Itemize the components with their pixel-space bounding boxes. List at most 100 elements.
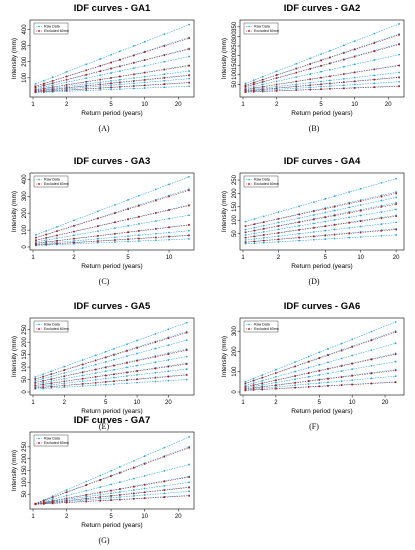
raw-data-series-line xyxy=(245,43,400,87)
x-tick-label: 20 xyxy=(382,400,389,406)
x-tick-label: 10 xyxy=(141,514,148,520)
excluded-60mn-point xyxy=(244,84,247,87)
x-axis-label: Return period (years) xyxy=(291,408,352,415)
raw-data-point xyxy=(99,88,102,91)
excluded-60mn-point xyxy=(85,74,88,76)
raw-data-point xyxy=(114,236,116,239)
raw-data-point xyxy=(50,375,53,378)
excluded-60mn-point xyxy=(320,59,322,62)
raw-data-point xyxy=(94,384,97,387)
x-tick-label: 20 xyxy=(175,514,182,520)
raw-data-series-line xyxy=(245,72,400,91)
excluded-60mn-point xyxy=(307,386,310,388)
excluded-60mn-point xyxy=(104,366,107,369)
excluded-60mn-series-line xyxy=(35,349,187,383)
raw-data-point xyxy=(324,220,327,223)
excluded-60mn-point xyxy=(73,241,75,244)
raw-data-point xyxy=(45,230,48,232)
excluded-60mn-series-line xyxy=(245,65,400,90)
raw-data-point xyxy=(353,76,356,79)
x-tick-label: 5 xyxy=(109,102,113,108)
excluded-60mn-point xyxy=(155,228,157,230)
plot-frame xyxy=(29,317,195,396)
raw-data-series-line xyxy=(245,191,397,227)
excluded-60mn-series-line xyxy=(35,82,190,93)
excluded-60mn-point xyxy=(119,494,121,496)
raw-data-point xyxy=(359,225,362,228)
raw-data-point xyxy=(380,223,383,225)
raw-data-point xyxy=(252,385,255,388)
raw-data-point xyxy=(274,376,277,378)
excluded-60mn-point xyxy=(398,43,400,46)
excluded-60mn-point xyxy=(253,223,256,225)
excluded-60mn-point xyxy=(136,378,138,381)
excluded-60mn-point xyxy=(298,229,300,231)
excluded-60mn-point xyxy=(188,64,190,67)
excluded-60mn-point xyxy=(244,91,247,93)
raw-data-point xyxy=(85,63,88,66)
excluded-60mn-point xyxy=(43,87,45,90)
raw-data-point xyxy=(188,481,190,484)
raw-data-point xyxy=(99,497,102,500)
excluded-60mn-point xyxy=(163,455,166,458)
excluded-60mn-point xyxy=(275,90,278,92)
excluded-60mn-point xyxy=(163,480,166,483)
x-tick-label: 20 xyxy=(393,255,400,261)
raw-data-point xyxy=(167,328,170,331)
excluded-60mn-point xyxy=(329,75,331,78)
raw-data-point xyxy=(42,86,45,88)
excluded-60mn-point xyxy=(110,82,112,85)
raw-data-point xyxy=(113,368,115,371)
raw-data-point xyxy=(398,71,400,74)
raw-data-point xyxy=(113,347,115,350)
excluded-60mn-point xyxy=(110,499,112,501)
excluded-60mn-point xyxy=(295,85,298,88)
raw-data-series-line xyxy=(245,222,397,241)
excluded-60mn-point xyxy=(133,54,135,57)
excluded-60mn-point xyxy=(253,240,256,243)
excluded-60mn-point xyxy=(298,221,300,224)
excluded-60mn-point xyxy=(294,375,296,377)
excluded-60mn-series-line xyxy=(35,235,189,246)
excluded-60mn-point xyxy=(343,73,345,75)
legend-excluded-label: Excluded 60mn xyxy=(44,182,69,186)
raw-data-point xyxy=(154,188,157,191)
raw-data-point xyxy=(45,239,48,242)
excluded-60mn-point xyxy=(99,499,102,502)
excluded-60mn-point xyxy=(370,339,373,342)
excluded-60mn-series-line xyxy=(245,44,400,87)
excluded-60mn-point xyxy=(119,65,121,68)
excluded-60mn-point xyxy=(380,230,383,232)
excluded-60mn-point xyxy=(253,83,255,86)
excluded-60mn-point xyxy=(63,375,66,378)
excluded-60mn-point xyxy=(51,502,54,505)
y-tick-label: 400 xyxy=(22,174,28,185)
excluded-60mn-point xyxy=(119,472,121,474)
raw-data-point xyxy=(262,224,265,227)
excluded-60mn-point xyxy=(395,203,397,205)
raw-data-point xyxy=(34,83,37,85)
panel-title: IDF curves - GA1 xyxy=(74,3,151,14)
raw-data-point xyxy=(99,85,102,88)
raw-data-point xyxy=(274,368,277,371)
excluded-60mn-point xyxy=(73,225,75,227)
raw-data-point xyxy=(298,205,301,208)
excluded-60mn-point xyxy=(373,50,376,53)
raw-data-point xyxy=(324,229,327,232)
raw-data-point xyxy=(168,217,170,220)
excluded-60mn-point xyxy=(51,496,54,499)
raw-data-point xyxy=(110,496,112,499)
y-tick-label: 200 xyxy=(232,346,238,357)
excluded-60mn-series-line xyxy=(245,77,400,92)
panel-caption: (B) xyxy=(309,124,320,133)
x-axis-label: Return period (years) xyxy=(291,110,352,117)
raw-data-point xyxy=(154,380,157,383)
raw-data-point xyxy=(85,498,88,501)
y-tick-label: 250 xyxy=(232,174,238,185)
raw-data-point xyxy=(188,85,190,88)
excluded-60mn-point xyxy=(126,371,128,374)
excluded-60mn-point xyxy=(167,365,170,368)
raw-data-point xyxy=(340,380,343,382)
raw-data-point xyxy=(65,71,68,73)
x-tick-label: 5 xyxy=(324,255,328,261)
